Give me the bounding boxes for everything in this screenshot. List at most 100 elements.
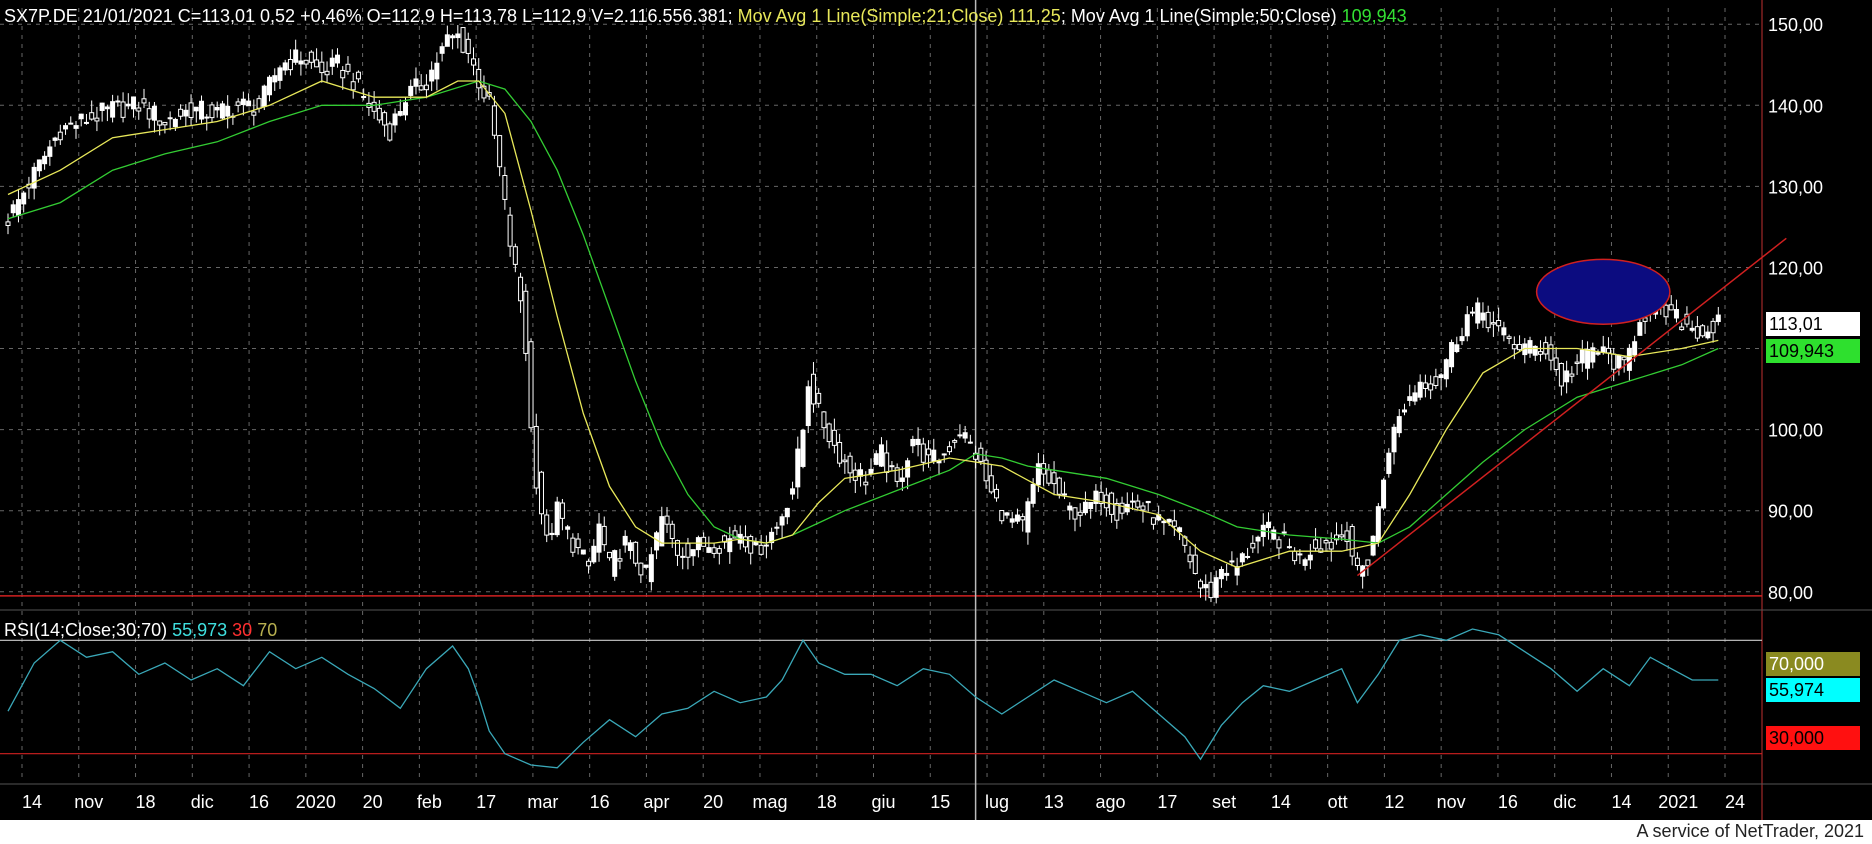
candle-body bbox=[251, 111, 257, 116]
candle-body bbox=[183, 109, 189, 117]
candle-body bbox=[1553, 357, 1559, 370]
candle-body bbox=[889, 465, 895, 468]
candle-body bbox=[403, 102, 409, 116]
candle-body bbox=[554, 501, 560, 536]
rsi-current-tag: 55,974 bbox=[1766, 678, 1860, 702]
candle-body bbox=[1579, 349, 1585, 364]
candle-body bbox=[868, 468, 874, 475]
price-header: SX7P.DE 21/01/2021 C=113,01 0,52 +0,46% … bbox=[4, 6, 1407, 27]
candle-body bbox=[1511, 344, 1517, 350]
candle-body bbox=[1354, 557, 1360, 566]
candle-body bbox=[926, 448, 932, 456]
candle-body bbox=[852, 469, 858, 481]
candle-body bbox=[204, 116, 210, 119]
candle-body bbox=[1679, 326, 1685, 331]
candle-body bbox=[1323, 539, 1329, 544]
candle-body bbox=[957, 434, 963, 437]
candle-body bbox=[1255, 536, 1261, 542]
candle-body bbox=[319, 61, 325, 74]
candle-body bbox=[57, 131, 63, 141]
candle-body bbox=[1307, 554, 1313, 561]
candle-body bbox=[361, 96, 367, 99]
price-tick-label: 130,00 bbox=[1768, 177, 1823, 197]
candle-body bbox=[298, 60, 304, 65]
candle-body bbox=[1710, 320, 1716, 334]
candle-body bbox=[669, 523, 675, 539]
candle-body bbox=[225, 105, 231, 117]
candle-body bbox=[1375, 506, 1381, 543]
candle-body bbox=[308, 51, 314, 63]
candle-body bbox=[146, 108, 152, 120]
candle-body bbox=[774, 526, 780, 529]
rsi-low-tag: 30,000 bbox=[1766, 726, 1860, 750]
candle-body bbox=[549, 532, 555, 536]
candle-body bbox=[450, 35, 456, 39]
candle-body bbox=[324, 70, 330, 76]
candle-body bbox=[1239, 553, 1245, 563]
candle-body bbox=[586, 560, 592, 567]
candle-body bbox=[408, 85, 414, 96]
candle-body bbox=[1668, 304, 1674, 311]
candle-body bbox=[78, 113, 84, 120]
candle-body bbox=[1574, 361, 1580, 364]
candle-body bbox=[1177, 527, 1183, 533]
candle-body bbox=[674, 540, 680, 556]
candle-body bbox=[115, 100, 121, 103]
candle-body bbox=[528, 341, 534, 429]
candle-body bbox=[962, 432, 968, 439]
candle-body bbox=[1020, 516, 1026, 521]
candle-body bbox=[47, 146, 53, 157]
candle-body bbox=[1093, 490, 1099, 504]
candle-body bbox=[1166, 518, 1172, 523]
candle-body bbox=[491, 105, 497, 136]
candle-body bbox=[387, 123, 393, 141]
time-tick-label: lug bbox=[985, 792, 1009, 812]
time-tick-label: 14 bbox=[22, 792, 42, 812]
candle-body bbox=[523, 290, 529, 354]
candle-body bbox=[219, 103, 225, 119]
candle-body bbox=[999, 510, 1005, 522]
candle-body bbox=[157, 120, 163, 126]
candle-body bbox=[544, 514, 550, 536]
candle-body bbox=[1271, 529, 1277, 540]
candle-body bbox=[345, 63, 351, 72]
candle-body bbox=[1469, 311, 1475, 314]
candle-body bbox=[538, 471, 544, 515]
candle-body bbox=[732, 530, 738, 539]
price-tick-label: 150,00 bbox=[1768, 15, 1823, 35]
candle-body bbox=[905, 460, 911, 478]
candle-body bbox=[1302, 559, 1308, 566]
rsi-line bbox=[7, 628, 1719, 769]
candle-body bbox=[1313, 539, 1319, 549]
candle-body bbox=[125, 103, 131, 107]
candle-body bbox=[1605, 347, 1611, 354]
candle-body bbox=[1187, 554, 1193, 563]
candle-body bbox=[638, 562, 644, 576]
candle-body bbox=[565, 526, 571, 530]
candle-body bbox=[580, 549, 586, 555]
candle-body bbox=[1422, 382, 1428, 389]
candle-body bbox=[1517, 344, 1523, 351]
candle-body bbox=[601, 525, 607, 546]
candle-body bbox=[1600, 346, 1606, 353]
support-trendline bbox=[1356, 237, 1787, 577]
candle-body bbox=[1433, 376, 1439, 386]
candle-body bbox=[1276, 539, 1282, 549]
candle-body bbox=[1689, 327, 1695, 331]
time-tick-label: 12 bbox=[1384, 792, 1404, 812]
time-tick-label: 15 bbox=[930, 792, 950, 812]
candle-body bbox=[1213, 577, 1219, 598]
candle-body bbox=[382, 112, 388, 126]
candle-body bbox=[1140, 505, 1146, 511]
candle-body bbox=[617, 558, 623, 562]
candle-body bbox=[690, 549, 696, 557]
candle-body bbox=[1250, 542, 1256, 549]
candle-body bbox=[1386, 452, 1392, 474]
candle-body bbox=[931, 449, 937, 462]
candle-body bbox=[685, 543, 691, 558]
candle-body bbox=[1192, 554, 1198, 574]
candle-body bbox=[1035, 463, 1041, 486]
candle-body bbox=[1443, 359, 1449, 380]
candle-body bbox=[167, 117, 173, 120]
candle-body bbox=[1590, 347, 1596, 363]
